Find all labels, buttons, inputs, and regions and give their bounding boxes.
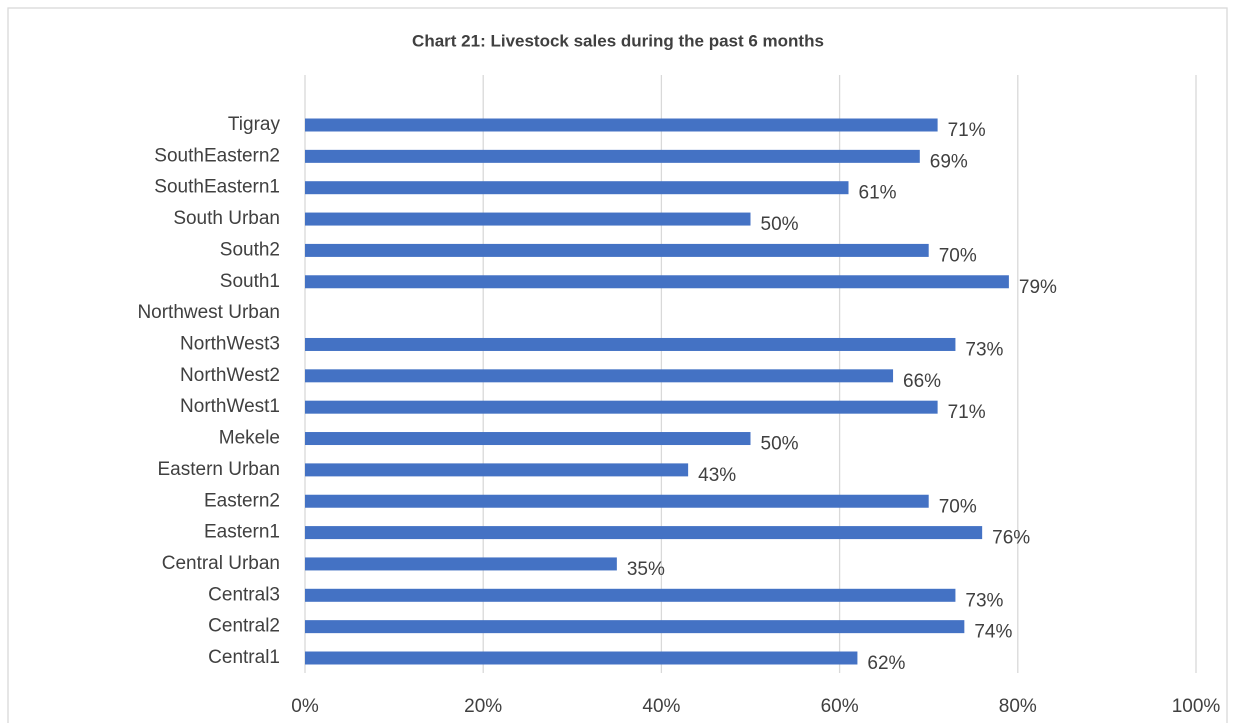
y-tick-label: NorthWest3 xyxy=(180,333,280,354)
value-label: 69% xyxy=(930,151,968,172)
bar xyxy=(305,181,849,195)
y-tick-label: NorthWest2 xyxy=(180,365,280,386)
x-tick-label: 0% xyxy=(291,696,319,717)
y-tick-label: SouthEastern1 xyxy=(154,177,280,198)
bar xyxy=(305,588,956,602)
y-tick-label: Eastern1 xyxy=(204,522,280,543)
bar xyxy=(305,118,938,132)
bar xyxy=(305,369,894,383)
y-tick-label: South Urban xyxy=(173,208,280,229)
y-tick-label: NorthWest1 xyxy=(180,396,280,417)
x-tick-label: 20% xyxy=(464,696,502,717)
y-tick-label: Northwest Urban xyxy=(137,302,280,323)
value-label: 76% xyxy=(992,528,1030,549)
y-tick-label: Central3 xyxy=(208,584,280,605)
bar xyxy=(305,557,617,571)
bar xyxy=(305,651,858,665)
y-tick-label: SouthEastern2 xyxy=(154,145,280,166)
value-label: 62% xyxy=(867,653,905,674)
y-tick-label: Central Urban xyxy=(162,553,280,574)
bar xyxy=(305,149,920,163)
bar xyxy=(305,275,1009,289)
value-label: 50% xyxy=(761,434,799,455)
value-label: 50% xyxy=(761,214,799,235)
value-label: 71% xyxy=(948,120,986,141)
value-label: 35% xyxy=(627,559,665,580)
value-label: 73% xyxy=(965,590,1003,611)
bar xyxy=(305,463,689,477)
y-tick-label: Central1 xyxy=(208,647,280,668)
bar xyxy=(305,432,751,446)
x-tick-label: 40% xyxy=(642,696,680,717)
bar xyxy=(305,526,983,540)
value-label: 61% xyxy=(859,183,897,204)
value-label: 79% xyxy=(1019,277,1057,298)
x-tick-label: 80% xyxy=(999,696,1037,717)
y-tick-label: South1 xyxy=(220,271,280,292)
value-label: 70% xyxy=(939,496,977,517)
value-label: 74% xyxy=(974,622,1012,643)
value-label: 70% xyxy=(939,245,977,266)
y-tick-label: South2 xyxy=(220,239,280,260)
value-label: 73% xyxy=(965,339,1003,360)
y-tick-label: Central2 xyxy=(208,616,280,637)
value-label: 66% xyxy=(903,371,941,392)
y-tick-label: Eastern2 xyxy=(204,490,280,511)
bar xyxy=(305,243,929,257)
x-tick-label: 100% xyxy=(1172,696,1221,717)
x-tick-label: 60% xyxy=(821,696,859,717)
y-tick-label: Tigray xyxy=(228,114,281,135)
chart-title: Chart 21: Livestock sales during the pas… xyxy=(412,31,824,50)
value-label: 71% xyxy=(948,402,986,423)
bar xyxy=(305,337,956,351)
bar xyxy=(305,620,965,634)
bar xyxy=(305,212,751,226)
bar xyxy=(305,494,929,508)
y-tick-label: Mekele xyxy=(219,428,280,449)
value-label: 43% xyxy=(698,465,736,486)
bar xyxy=(305,400,938,414)
y-tick-label: Eastern Urban xyxy=(157,459,280,480)
